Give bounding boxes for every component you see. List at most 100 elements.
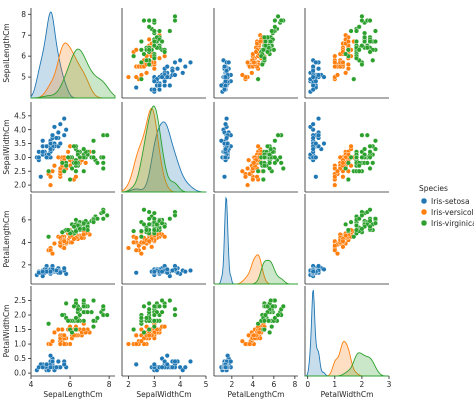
scatter-point-iris-virginica bbox=[65, 154, 71, 160]
scatter-point-iris-setosa bbox=[223, 364, 229, 370]
scatter-point-iris-setosa bbox=[48, 146, 54, 152]
y-tick-label: 4 bbox=[21, 238, 26, 247]
scatter-point-iris-virginica bbox=[159, 298, 165, 304]
scatter-point-iris-setosa bbox=[49, 132, 55, 138]
scatter-point-iris-virginica bbox=[138, 315, 144, 321]
scatter-point-iris-virginica bbox=[151, 324, 157, 330]
scatter-point-iris-setosa bbox=[310, 146, 316, 152]
scatter-point-iris-virginica bbox=[372, 138, 378, 144]
scatter-point-iris-virginica bbox=[261, 154, 267, 160]
scatter-point-iris-setosa bbox=[151, 78, 157, 84]
scatter-point-iris-versicolor bbox=[138, 338, 144, 344]
scatter-point-iris-virginica bbox=[348, 219, 354, 225]
scatter-point-iris-virginica bbox=[159, 38, 165, 44]
scatter-point-iris-setosa bbox=[310, 82, 316, 88]
scatter-point-iris-virginica bbox=[351, 76, 357, 82]
legend-label-versicolor: Iris-versicolor bbox=[431, 208, 474, 217]
scatter-point-iris-setosa bbox=[310, 87, 316, 93]
scatter-point-iris-virginica bbox=[275, 312, 281, 318]
scatter-point-iris-virginica bbox=[77, 154, 83, 160]
scatter-point-iris-versicolor bbox=[71, 236, 77, 242]
scatter-point-iris-virginica bbox=[151, 210, 157, 216]
scatter-point-iris-setosa bbox=[159, 269, 165, 275]
scatter-point-iris-virginica bbox=[94, 160, 100, 166]
scatter-point-iris-setosa bbox=[218, 138, 224, 144]
scatter-point-iris-virginica bbox=[81, 220, 87, 226]
scatter-point-iris-setosa bbox=[224, 68, 230, 74]
scatter-point-iris-virginica bbox=[167, 28, 173, 34]
scatter-point-iris-virginica bbox=[146, 24, 152, 30]
kde-iris-virginica bbox=[305, 352, 390, 377]
scatter-point-iris-versicolor bbox=[146, 238, 152, 244]
scatter-point-iris-virginica bbox=[367, 49, 373, 55]
x-tick-label: 2 bbox=[126, 380, 131, 389]
scatter-point-iris-virginica bbox=[261, 318, 267, 324]
scatter-point-iris-virginica bbox=[343, 51, 349, 57]
scatter-point-iris-virginica bbox=[364, 45, 370, 51]
scatter-point-iris-setosa bbox=[61, 116, 67, 122]
scatter-point-iris-virginica bbox=[362, 34, 368, 40]
scatter-point-iris-versicolor bbox=[242, 341, 248, 347]
scatter-point-iris-virginica bbox=[138, 228, 144, 234]
scatter-point-iris-versicolor bbox=[49, 251, 55, 257]
panel-SepalLengthCm-vs-PetalWidthCm bbox=[304, 8, 389, 99]
scatter-point-iris-versicolor bbox=[340, 160, 346, 166]
y-tick-label: 4.0 bbox=[14, 125, 26, 134]
scatter-point-iris-versicolor bbox=[332, 53, 338, 59]
y-tick-label: 6 bbox=[21, 52, 26, 61]
scatter-point-iris-versicolor bbox=[340, 59, 346, 65]
scatter-point-iris-virginica bbox=[265, 49, 271, 55]
scatter-point-iris-setosa bbox=[159, 74, 165, 80]
scatter-point-iris-versicolor bbox=[245, 182, 251, 188]
scatter-point-iris-setosa bbox=[223, 78, 229, 84]
x-tick-label: 3 bbox=[152, 380, 157, 389]
scatter-point-iris-virginica bbox=[364, 132, 370, 138]
scatter-point-iris-virginica bbox=[353, 38, 359, 44]
scatter-point-iris-virginica bbox=[367, 218, 373, 224]
scatter-point-iris-virginica bbox=[265, 143, 271, 149]
scatter-point-iris-setosa bbox=[164, 353, 170, 359]
scatter-point-iris-setosa bbox=[61, 265, 67, 271]
pairplot-grid: 5 6 7 8 2.0 2.5 3.0 3.5 4.0 4.5 2 4 6 0.0 0.5 1.0 1.5 2.0… bbox=[2, 8, 392, 399]
scatter-point-iris-setosa bbox=[182, 64, 188, 70]
scatter-point-iris-setosa bbox=[162, 82, 168, 88]
scatter-point-iris-virginica bbox=[85, 309, 91, 315]
scatter-point-iris-setosa bbox=[57, 141, 63, 147]
scatter-point-iris-virginica bbox=[260, 177, 266, 183]
scatter-point-iris-versicolor bbox=[251, 59, 257, 65]
scatter-point-iris-setosa bbox=[40, 269, 46, 275]
scatter-point-iris-setosa bbox=[169, 364, 175, 370]
scatter-point-iris-setosa bbox=[172, 358, 178, 364]
scatter-point-iris-virginica bbox=[356, 163, 362, 169]
scatter-point-iris-virginica bbox=[343, 165, 349, 171]
scatter-point-iris-versicolor bbox=[239, 168, 245, 174]
scatter-point-iris-virginica bbox=[172, 312, 178, 318]
x-axis-label-SepalWidthCm: SepalWidthCm bbox=[136, 390, 191, 399]
scatter-point-iris-setosa bbox=[164, 361, 170, 367]
scatter-point-iris-versicolor bbox=[149, 244, 155, 250]
scatter-point-iris-setosa bbox=[57, 121, 63, 127]
y-tick-label: 3.0 bbox=[14, 153, 26, 162]
scatter-point-iris-versicolor bbox=[254, 174, 260, 180]
scatter-point-iris-virginica bbox=[345, 160, 351, 166]
scatter-point-iris-virginica bbox=[141, 221, 147, 227]
y-tick-label: 1.0 bbox=[14, 340, 26, 349]
scatter-point-iris-setosa bbox=[313, 78, 319, 84]
scatter-point-iris-setosa bbox=[316, 263, 322, 269]
scatter-point-iris-setosa bbox=[53, 135, 59, 141]
scatter-point-iris-versicolor bbox=[133, 47, 139, 53]
scatter-point-iris-versicolor bbox=[345, 62, 351, 68]
scatter-point-iris-virginica bbox=[138, 59, 144, 65]
scatter-point-iris-setosa bbox=[223, 121, 229, 127]
scatter-point-iris-virginica bbox=[351, 234, 357, 240]
panel-PetalWidthCm-vs-SepalLengthCm: 0.0 0.5 1.0 1.5 2.0 2.5 4 6 8 bbox=[14, 286, 115, 389]
scatter-point-iris-virginica bbox=[146, 18, 152, 24]
scatter-point-iris-versicolor bbox=[247, 341, 253, 347]
scatter-point-iris-setosa bbox=[316, 116, 322, 122]
scatter-point-iris-setosa bbox=[61, 132, 67, 138]
scatter-point-iris-virginica bbox=[372, 216, 378, 222]
scatter-point-iris-virginica bbox=[367, 38, 373, 44]
scatter-point-iris-virginica bbox=[275, 132, 281, 138]
scatter-point-iris-versicolor bbox=[138, 251, 144, 257]
legend-entry-setosa: Iris-setosa bbox=[420, 197, 470, 206]
